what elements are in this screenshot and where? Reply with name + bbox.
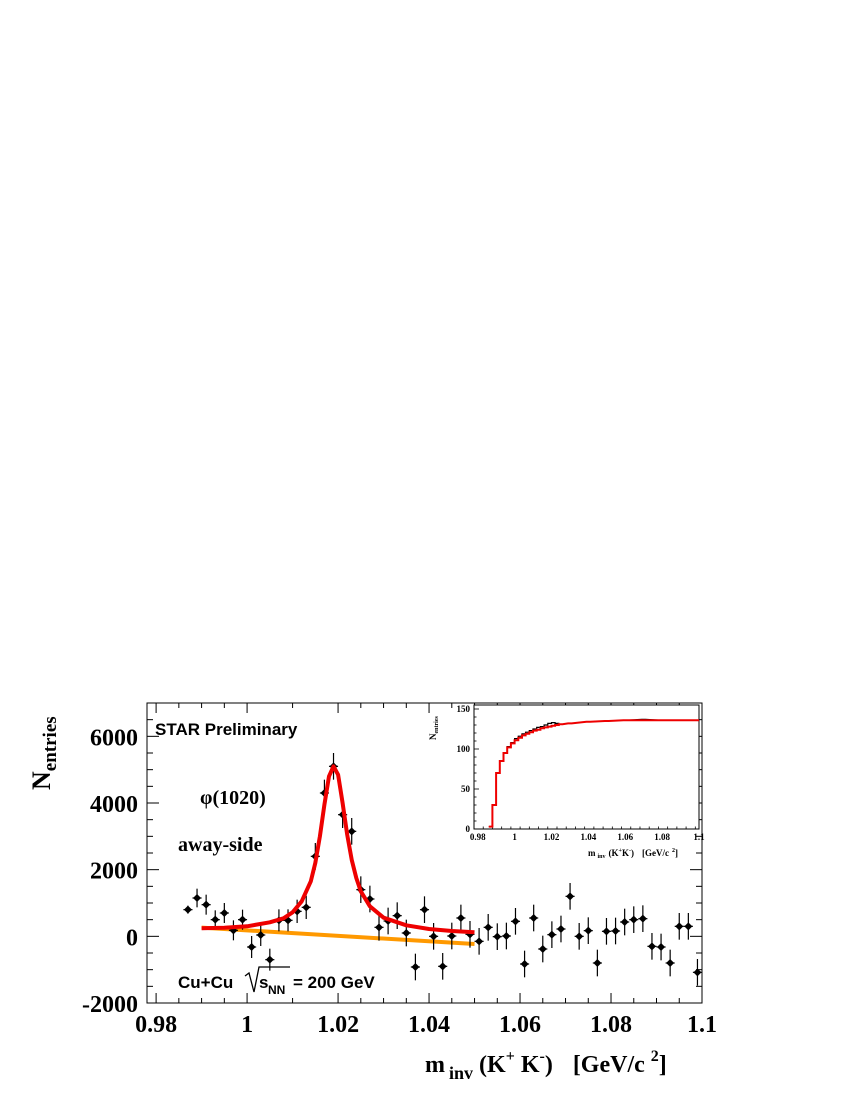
- data-point: [674, 913, 684, 940]
- main-x-tick-label: 1.02: [317, 1012, 359, 1038]
- main-y-tick-label: 2000: [90, 859, 138, 885]
- data-point: [665, 949, 675, 977]
- main-y-axis-label: Nentries: [27, 716, 61, 790]
- data-point: [438, 953, 448, 980]
- main-y-tick-labels: -2000 0 2000 4000 6000: [82, 725, 138, 1018]
- total-fit-curve: [201, 764, 475, 935]
- data-point: [456, 904, 466, 932]
- particle-label: φ(1020): [200, 787, 266, 809]
- inset-y-tick-label: 50: [461, 784, 471, 794]
- data-point: [483, 914, 493, 941]
- data-point: [683, 913, 693, 940]
- data-point: [419, 896, 430, 923]
- data-point: [219, 903, 229, 923]
- inset-frame: [473, 704, 700, 830]
- data-point: [629, 906, 639, 933]
- data-point: [301, 895, 311, 919]
- data-point: [529, 904, 539, 932]
- main-x-tick-label: 0.98: [135, 1012, 177, 1038]
- sqrt-sign: [244, 966, 290, 993]
- data-point: [510, 908, 521, 935]
- inset-y-tick-labels: 0 50 100 150: [457, 704, 471, 834]
- svg-text:Cu+Cu: Cu+Cu: [178, 973, 233, 992]
- main-y-tick-label: 6000: [90, 725, 138, 751]
- inset-x-tick-label: 1.02: [544, 832, 560, 842]
- collision-system-label: Cu+Cu s NN = 200 GeV: [178, 966, 375, 997]
- svg-text:NN: NN: [268, 983, 285, 997]
- main-x-axis-label: m inv (K+ K-) [GeV/c 2]: [425, 1048, 667, 1083]
- data-point: [374, 914, 384, 941]
- total-fit: [201, 764, 475, 935]
- svg-text:= 200 GeV: = 200 GeV: [293, 973, 375, 992]
- data-point: [183, 905, 193, 914]
- data-point: [592, 949, 602, 977]
- data-point: [410, 953, 420, 981]
- data-point: [492, 923, 502, 950]
- inset-x-tick-label: 0.98: [470, 832, 486, 842]
- data-point: [447, 922, 457, 950]
- experiment-label: STAR Preliminary: [155, 720, 298, 739]
- data-point: [547, 921, 557, 948]
- data-point: [647, 933, 657, 960]
- inset-x-axis-label: m inv (K+K-) [GeV/c 2]: [588, 848, 678, 860]
- inset-x-tick-label: 1.1: [693, 832, 705, 842]
- inset-histograms: [488, 718, 699, 828]
- inset-x-tick-label: 1: [512, 832, 517, 842]
- svg-text:s: s: [259, 973, 268, 992]
- inset-y-tick-label: 150: [457, 704, 471, 714]
- data-point: [620, 908, 630, 936]
- data-point: [392, 902, 402, 929]
- inset-x-tick-labels: 0.98 1 1.02 1.04 1.06 1.08 1.1: [470, 832, 705, 842]
- inset-axis-ticks: [473, 708, 696, 830]
- data-point: [565, 883, 575, 910]
- background-fit: [201, 925, 475, 946]
- inset-x-tick-label: 1.06: [617, 832, 633, 842]
- main-x-tick-label: 1: [241, 1012, 253, 1038]
- data-point: [520, 950, 530, 978]
- inset-x-tick-label: 1.08: [654, 832, 670, 842]
- main-y-tick-label: 0: [126, 925, 138, 951]
- main-x-tick-label: 1.1: [687, 1012, 717, 1038]
- data-point: [556, 915, 566, 943]
- main-y-tick-label: -2000: [82, 992, 138, 1018]
- data-point: [201, 894, 211, 915]
- data-point: [601, 918, 612, 945]
- data-point: [474, 928, 484, 955]
- background-fit-line: [201, 925, 475, 946]
- data-point: [192, 888, 202, 908]
- inset-y-tick-label: 100: [457, 744, 471, 754]
- data-point: [501, 922, 511, 950]
- main-y-tick-label: 4000: [90, 792, 138, 818]
- data-point: [247, 936, 257, 958]
- data-point: [692, 959, 702, 986]
- data-point: [256, 924, 266, 946]
- main-x-tick-label: 1.04: [408, 1012, 450, 1038]
- data-point: [583, 917, 593, 944]
- main-x-tick-labels: 0.98 1 1.02 1.04 1.06 1.08 1.1: [135, 1012, 717, 1038]
- data-point: [429, 923, 439, 950]
- inset-y-tick-label: 0: [466, 824, 471, 834]
- data-point: [228, 920, 238, 941]
- region-label: away-side: [178, 834, 263, 856]
- data-point: [210, 910, 220, 929]
- main-x-tick-label: 1.08: [590, 1012, 632, 1038]
- data-point: [611, 917, 621, 945]
- data-point: [656, 933, 666, 961]
- data-point: [538, 935, 548, 963]
- inset-x-tick-label: 1.04: [580, 832, 596, 842]
- data-point: [638, 905, 648, 932]
- data-point: [574, 923, 584, 950]
- main-x-tick-label: 1.06: [499, 1012, 541, 1038]
- inset-y-axis-label: Nentries: [428, 716, 440, 740]
- inset-red-histogram: [488, 719, 699, 828]
